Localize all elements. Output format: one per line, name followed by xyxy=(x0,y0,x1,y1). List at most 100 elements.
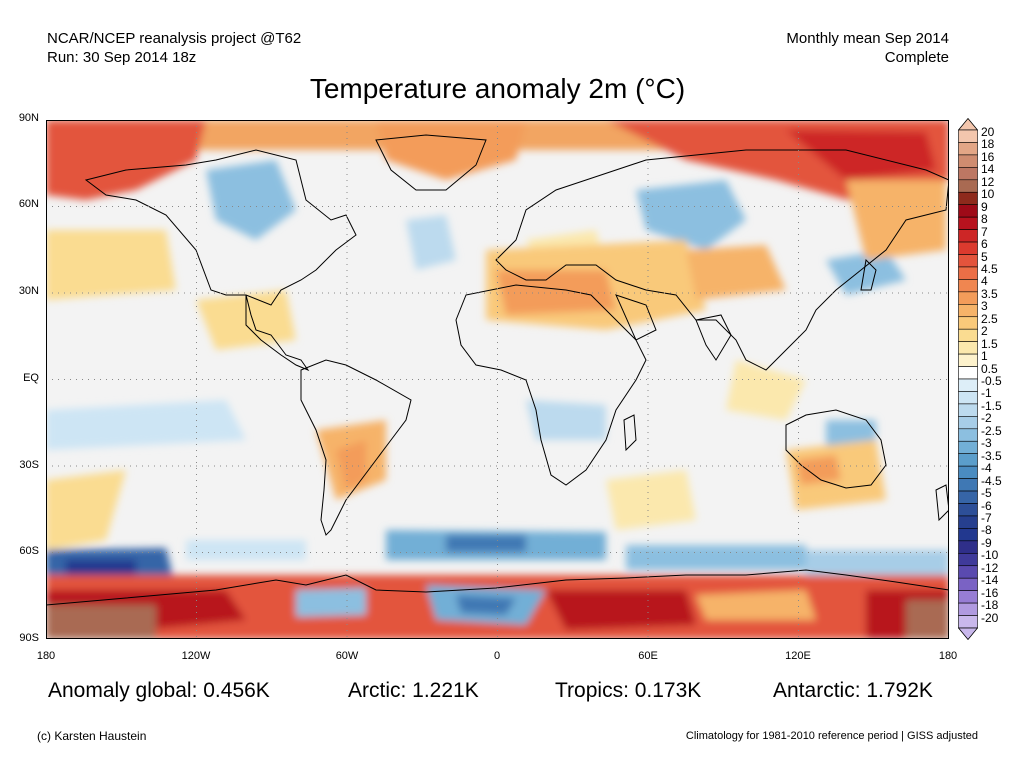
colorbar-swatch xyxy=(958,204,978,218)
colorbar-swatch xyxy=(958,391,978,405)
colorbar-swatch xyxy=(958,154,978,168)
colorbar-tick-label: 2.5 xyxy=(981,311,998,326)
stat-arctic: Arctic: 1.221K xyxy=(348,679,479,702)
lon-label-120e: 120E xyxy=(785,650,811,662)
colorbar-swatch xyxy=(958,403,978,417)
colorbar-tick-label: -16 xyxy=(981,585,999,600)
lon-label-60e: 60E xyxy=(638,650,658,662)
colorbar-tick-label: -18 xyxy=(981,598,999,613)
colorbar-swatch xyxy=(958,129,978,143)
colorbar-swatch xyxy=(958,341,978,355)
stat-global: Anomaly global: 0.456K xyxy=(48,679,270,702)
colorbar-tick-label: 18 xyxy=(981,137,995,152)
colorbar-tick-label: 16 xyxy=(981,149,995,164)
colorbar-tick-label: -3 xyxy=(981,436,992,451)
colorbar-tick-label: 3.5 xyxy=(981,286,998,301)
colorbar-swatch xyxy=(958,179,978,193)
lat-label-eq: EQ xyxy=(23,372,39,384)
colorbar-swatch xyxy=(958,478,978,492)
colorbar-tick-label: 0.5 xyxy=(981,361,998,376)
lat-label-60n: 60N xyxy=(18,198,39,210)
colorbar-swatch xyxy=(958,540,978,554)
colorbar-swatch xyxy=(958,316,978,330)
colorbar-swatch xyxy=(958,615,978,629)
lon-label-0: 0 xyxy=(493,650,501,662)
colorbar-tick-label: -2.5 xyxy=(981,423,1002,438)
stat-antarctic: Antarctic: 1.792K xyxy=(773,679,933,702)
colorbar-tick-label: 5 xyxy=(981,249,988,264)
colorbar-max-arrow xyxy=(958,118,978,131)
colorbar-swatch xyxy=(958,241,978,255)
lon-label-180w: 180 xyxy=(36,650,56,662)
colorbar-swatch xyxy=(958,552,978,567)
lat-label-90s: 90S xyxy=(19,632,39,644)
colorbar-swatch xyxy=(958,167,978,181)
colorbar-swatch xyxy=(958,229,978,243)
colorbar-tick-label: -9 xyxy=(981,535,992,550)
colorbar-tick-label: 2 xyxy=(981,324,988,339)
colorbar-swatch xyxy=(958,465,978,479)
colorbar-swatch xyxy=(958,254,978,268)
colorbar xyxy=(958,118,978,640)
colorbar-min-arrow xyxy=(958,627,978,640)
colorbar-tick-label: -4.5 xyxy=(981,473,1002,488)
colorbar-tick-label: 12 xyxy=(981,174,995,189)
colorbar-tick-label: -8 xyxy=(981,523,992,538)
colorbar-tick-label: 4.5 xyxy=(981,261,998,276)
colorbar-tick-label: -3.5 xyxy=(981,448,1002,463)
colorbar-tick-label: 1.5 xyxy=(981,336,998,351)
colorbar-tick-label: -6 xyxy=(981,498,992,513)
colorbar-swatch xyxy=(958,577,978,591)
colorbar-tick-label: -12 xyxy=(981,560,999,575)
colorbar-tick-label: -1.5 xyxy=(981,398,1002,413)
colorbar-swatch xyxy=(958,503,978,517)
colorbar-swatch xyxy=(958,328,978,342)
colorbar-tick-label: -5 xyxy=(981,486,992,500)
colorbar-swatch xyxy=(958,490,978,504)
colorbar-tick-label: -4 xyxy=(981,461,992,476)
period-label: Monthly mean Sep 2014 xyxy=(786,30,949,47)
colorbar-tick-label: -1 xyxy=(981,386,992,401)
lat-label-90n: 90N xyxy=(18,112,39,124)
colorbar-tick-label: -7 xyxy=(981,511,992,525)
colorbar-swatch xyxy=(958,216,978,230)
lon-label-60w: 60W xyxy=(335,650,359,662)
colorbar-tick-label: -0.5 xyxy=(981,374,1002,388)
map-title: Temperature anomaly 2m (°C) xyxy=(309,73,686,104)
credit-label: (c) Karsten Haustein xyxy=(37,729,147,743)
colorbar-swatch xyxy=(958,291,978,305)
colorbar-tick-label: 9 xyxy=(981,199,988,214)
lon-label-120w: 120W xyxy=(181,650,211,662)
colorbar-swatch xyxy=(958,142,978,156)
graticule xyxy=(46,120,949,639)
colorbar-swatch xyxy=(958,279,978,293)
colorbar-tick-label: -2 xyxy=(981,411,992,426)
climatology-note: Climatology for 1981-2010 reference peri… xyxy=(685,730,978,742)
map-frame xyxy=(46,120,949,639)
colorbar-tick-label: 20 xyxy=(981,125,995,139)
colorbar-swatch xyxy=(958,304,978,318)
project-label: NCAR/NCEP reanalysis project @T62 xyxy=(47,30,302,47)
colorbar-tick-label: 7 xyxy=(981,224,988,239)
colorbar-swatch xyxy=(958,428,978,442)
colorbar-tick-label: 6 xyxy=(981,237,988,252)
colorbar-swatch xyxy=(958,565,978,579)
colorbar-tick-label: 10 xyxy=(981,187,995,202)
colorbar-tick-label: 8 xyxy=(981,212,988,227)
stat-tropics: Tropics: 0.173K xyxy=(555,679,702,702)
colorbar-swatch xyxy=(958,266,978,280)
colorbar-tick-label: 3 xyxy=(981,299,988,314)
status-label: Complete xyxy=(884,49,949,66)
colorbar-swatch xyxy=(958,590,978,604)
colorbar-tick-label: 1 xyxy=(981,349,988,364)
colorbar-swatch xyxy=(958,416,978,430)
colorbar-tick-label: 4 xyxy=(981,274,988,289)
colorbar-swatch xyxy=(958,353,978,367)
colorbar-swatch xyxy=(958,191,978,205)
lat-label-30n: 30N xyxy=(18,285,39,297)
colorbar-swatch xyxy=(958,602,978,616)
anomaly-field xyxy=(46,120,949,639)
colorbar-swatch xyxy=(958,440,978,454)
run-label: Run: 30 Sep 2014 18z xyxy=(47,49,197,66)
colorbar-swatch xyxy=(958,528,978,542)
